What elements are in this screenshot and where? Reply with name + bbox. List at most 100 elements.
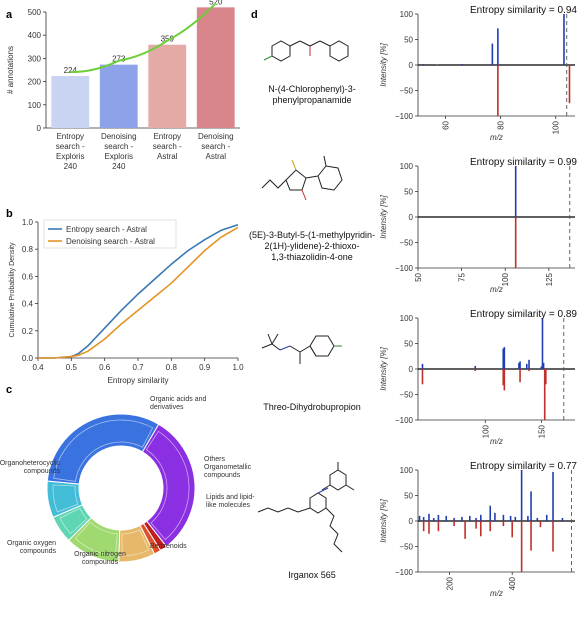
x-tick-label: 400 <box>508 576 517 590</box>
slice-label: Organic oxygen <box>7 540 56 547</box>
donut-slice-0 <box>141 423 196 548</box>
slice-label: compounds <box>82 559 119 566</box>
donut-subband <box>59 507 88 535</box>
y-tick-label: 50 <box>404 36 413 45</box>
slice-label: like molecules <box>206 502 250 509</box>
slice-label: Benzenoids <box>150 543 187 550</box>
donut-subband <box>121 529 150 557</box>
y-tick-label: 0.8 <box>22 245 34 254</box>
bar-value-label: 520 <box>209 0 223 6</box>
similarity-title: Entropy similarity = 0.94 <box>470 5 577 16</box>
y-tick-label: 0 <box>409 213 414 222</box>
x-tick-label: 0.5 <box>66 363 78 372</box>
x-category-label: 240 <box>112 162 126 171</box>
donut-subband <box>74 521 118 557</box>
x-axis-label: m/z <box>490 589 503 598</box>
bar-3 <box>196 7 235 128</box>
y-tick-label: −50 <box>399 87 413 96</box>
x-axis-label: m/z <box>490 133 503 142</box>
x-category-label: search - <box>56 142 85 151</box>
y-tick-label: 0 <box>37 124 42 133</box>
donut-subband <box>53 419 154 482</box>
panel-label-c: c <box>6 384 12 396</box>
bar-2 <box>148 44 187 128</box>
y-tick-label: −100 <box>395 264 414 273</box>
y-axis-label: Intensity [%] <box>379 346 388 390</box>
donut-slice-7 <box>46 413 160 485</box>
bar-0 <box>51 76 90 128</box>
spectrum-2: 100 50 0 −50 −100 Intensity [%] 100 150 m/z Entro… <box>379 309 577 446</box>
y-tick-label: 0 <box>409 61 414 70</box>
x-category-label: Entropy <box>153 132 181 141</box>
x-category-label: Exploris <box>105 152 133 161</box>
compound-name-0: N-(4-Chlorophenyl)-3- <box>268 84 356 94</box>
bar-value-label: 224 <box>64 66 78 75</box>
x-tick-label: 100 <box>501 272 510 286</box>
spectrum-0: 100 50 0 −50 −100 Intensity [%] 60 80 100 m/z Entr… <box>379 5 577 142</box>
bar-value-label: 359 <box>161 35 175 44</box>
x-axis-label: m/z <box>490 437 503 446</box>
slice-label: Lipids and lipid- <box>206 494 255 501</box>
y-tick-label: 100 <box>400 466 414 475</box>
x-tick-label: 1.0 <box>232 363 244 372</box>
y-tick-label: 0 <box>409 517 414 526</box>
compound-name-0: phenylpropanamide <box>272 95 351 105</box>
x-category-label: Denoising <box>101 132 137 141</box>
x-tick-label: 0.4 <box>32 363 44 372</box>
panel-label-a: a <box>6 9 13 21</box>
spectrum-3: 100 50 0 −50 −100 Intensity [%] 200 400 m/z Entro… <box>379 461 577 598</box>
x-category-label: Astral <box>206 152 227 161</box>
y-tick-label: −50 <box>399 239 413 248</box>
x-tick-label: 0.7 <box>132 363 144 372</box>
y-tick-label: 100 <box>400 10 414 19</box>
bar-value-label: 273 <box>112 55 126 64</box>
x-tick-label: 150 <box>537 424 546 438</box>
y-axis-label: Intensity [%] <box>379 498 388 542</box>
slice-label: Organic acids and <box>150 396 207 403</box>
y-tick-label: 100 <box>400 162 414 171</box>
legend-box <box>43 219 177 249</box>
donut-subband <box>52 484 79 513</box>
y-tick-label: 100 <box>400 314 414 323</box>
y-axis-label: Intensity [%] <box>379 194 388 238</box>
y-tick-label: −50 <box>399 391 413 400</box>
legend: Entropy search - Astral Denoising search … <box>43 219 177 249</box>
x-axis-label: m/z <box>490 285 503 294</box>
y-tick-label: 100 <box>28 101 42 110</box>
slice-label: Organometallic <box>204 464 252 471</box>
x-tick-label: 80 <box>497 120 506 129</box>
x-tick-label: 0.9 <box>199 363 211 372</box>
y-tick-label: 0 <box>409 365 414 374</box>
donut-chart-compound-classes: Organic acids andderivativesOthersOrgano… <box>0 396 255 566</box>
x-category-label: search - <box>153 142 182 151</box>
structure-n-4-chlorophenyl-3-phenylpropanamide <box>263 40 349 62</box>
compound-names: N-(4-Chlorophenyl)-3-phenylpropanamide (5… <box>249 84 375 580</box>
slice-label: Organic nitrogen <box>74 551 126 558</box>
y-tick-label: −100 <box>395 112 414 121</box>
x-tick-label: 100 <box>552 120 561 134</box>
compound-name-3: Irganox 565 <box>288 570 336 580</box>
x-tick-label: 60 <box>442 120 451 129</box>
legend-entry: Denoising search - Astral <box>66 237 155 246</box>
x-tick-label: 100 <box>481 424 490 438</box>
y-tick-label: 0.2 <box>22 327 34 336</box>
compound-name-1: 2(1H)-ylidene)-2-thioxo- <box>264 241 359 251</box>
y-tick-label: 50 <box>404 492 413 501</box>
y-tick-label: −50 <box>399 543 413 552</box>
panel-label-b: b <box>6 208 13 220</box>
compound-name-2: Threo-Dihydrobupropion <box>263 402 361 412</box>
x-category-label: 240 <box>64 162 78 171</box>
y-tick-label: 0.0 <box>22 354 34 363</box>
bar-1 <box>99 64 138 128</box>
structure-threo-dihydrobupropion <box>261 333 342 364</box>
y-tick-label: 200 <box>28 78 42 87</box>
y-tick-label: −100 <box>395 568 414 577</box>
slice-label: compounds <box>24 468 61 475</box>
panel-label-d: d <box>251 9 258 21</box>
compound-name-1: (5E)-3-Butyl-5-(1-methylpyridin- <box>249 230 375 240</box>
similarity-title: Entropy similarity = 0.77 <box>470 461 577 472</box>
x-category-label: search - <box>201 142 230 151</box>
